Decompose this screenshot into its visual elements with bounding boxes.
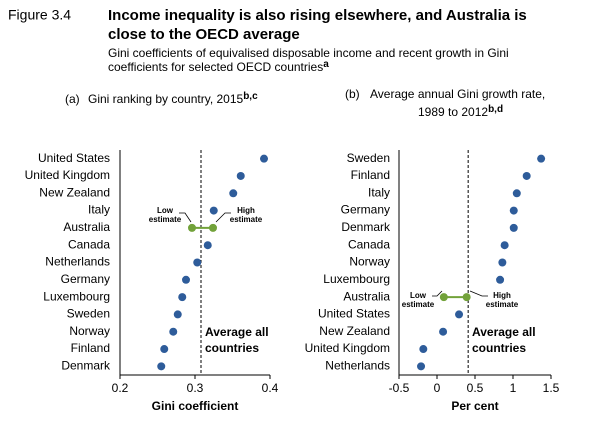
- category-label: United States: [318, 307, 390, 321]
- category-label: Canada: [68, 237, 110, 251]
- average-annotation: Average all: [472, 325, 536, 339]
- high-estimate-dot: [209, 223, 217, 232]
- low-estimate-dot: [439, 293, 448, 302]
- leader-line: [179, 212, 192, 223]
- dot: [182, 275, 190, 284]
- dot: [260, 154, 268, 163]
- category-label: United Kingdom: [305, 341, 390, 355]
- dot: [203, 241, 212, 250]
- x-tick-label: 0.2: [112, 381, 129, 395]
- leader-line: [432, 290, 443, 297]
- figure-subtitle: coefficients for selected OECD countries…: [108, 59, 329, 75]
- dot: [522, 171, 531, 180]
- high-annotation: High: [493, 291, 511, 300]
- low-annotation: Low: [157, 206, 174, 215]
- category-label: New Zealand: [319, 324, 390, 338]
- category-label: Sweden: [347, 151, 390, 165]
- average-annotation: countries: [472, 341, 526, 355]
- x-tick-label: 0: [434, 381, 441, 395]
- dot: [509, 223, 518, 232]
- category-label: Norway: [69, 324, 110, 338]
- panel-title-sup: b,c: [243, 91, 258, 102]
- category-label: Luxembourg: [43, 289, 110, 303]
- category-label: Canada: [348, 237, 390, 251]
- dot: [169, 327, 178, 336]
- dot: [193, 258, 202, 267]
- dot: [209, 206, 218, 215]
- category-label: Italy: [368, 185, 390, 199]
- average-annotation: countries: [205, 341, 259, 355]
- panel-label: (a): [65, 92, 80, 106]
- dot: [157, 362, 166, 371]
- dot: [455, 310, 464, 319]
- category-label: Netherlands: [325, 359, 390, 373]
- category-label: Sweden: [67, 307, 110, 321]
- dot: [173, 310, 182, 319]
- panel-title-sup: b,d: [488, 104, 503, 115]
- subtitle-line: coefficients for selected OECD countries: [108, 60, 323, 74]
- low-annotation: estimate: [149, 215, 182, 224]
- category-label: New Zealand: [39, 185, 110, 199]
- dot: [419, 345, 428, 354]
- x-tick-label: 0.3: [187, 381, 204, 395]
- panel-title: 1989 to 2012b,d: [418, 104, 503, 120]
- category-label: Italy: [88, 203, 110, 217]
- panel-title-line: Gini ranking by country, 2015: [88, 92, 244, 106]
- panel-title-line: 1989 to 2012: [418, 105, 488, 119]
- category-label: Finland: [71, 341, 110, 355]
- category-label: United Kingdom: [25, 168, 110, 182]
- x-tick-label: 1: [510, 381, 517, 395]
- dot: [500, 241, 509, 250]
- dot: [439, 327, 448, 336]
- category-label: Australia: [63, 220, 110, 234]
- dot: [509, 206, 518, 215]
- dot: [229, 189, 238, 198]
- category-label: Germany: [341, 203, 390, 217]
- dot: [512, 189, 521, 198]
- low-estimate-dot: [188, 223, 196, 232]
- panel-label: (b): [345, 87, 360, 101]
- figure-label: Figure 3.4: [8, 7, 71, 23]
- dot: [178, 293, 187, 302]
- dot: [236, 171, 245, 180]
- leader-line: [215, 212, 231, 223]
- category-label: Norway: [349, 255, 390, 269]
- panel-title-line: Average annual Gini growth rate,: [370, 87, 545, 101]
- category-label: Australia: [343, 289, 390, 303]
- x-tick-label: -0.5: [389, 381, 410, 395]
- panel-title: Average annual Gini growth rate,: [370, 87, 545, 101]
- category-label: United States: [38, 151, 110, 165]
- low-annotation: Low: [410, 291, 427, 300]
- subtitle-sup: a: [323, 59, 329, 70]
- high-annotation: estimate: [230, 215, 263, 224]
- high-annotation: estimate: [486, 300, 519, 309]
- figure-title: Income inequality is also rising elsewhe…: [108, 7, 527, 24]
- figure-subtitle: Gini coefficients of equivalised disposa…: [108, 46, 509, 60]
- category-label: Luxembourg: [323, 272, 390, 286]
- category-label: Finland: [351, 168, 390, 182]
- dot: [498, 258, 507, 267]
- category-label: Germany: [61, 272, 110, 286]
- x-tick-label: 0.4: [262, 381, 279, 395]
- figure-title: close to the OECD average: [108, 26, 300, 43]
- high-estimate-dot: [462, 293, 471, 302]
- dot: [160, 345, 169, 354]
- panel-title: Gini ranking by country, 2015b,c: [88, 91, 258, 107]
- dot: [417, 362, 426, 371]
- category-label: Netherlands: [45, 255, 110, 269]
- high-annotation: High: [237, 206, 255, 215]
- leader-line: [469, 290, 488, 297]
- low-annotation: estimate: [402, 300, 435, 309]
- dot: [496, 275, 505, 284]
- category-label: Denmark: [61, 359, 111, 373]
- x-axis-label: Gini coefficient: [152, 399, 239, 413]
- category-label: Denmark: [341, 220, 391, 234]
- average-annotation: Average all: [205, 325, 269, 339]
- x-tick-label: 0.5: [467, 381, 484, 395]
- dot: [537, 154, 546, 163]
- x-tick-label: 1.5: [543, 381, 560, 395]
- x-axis-label: Per cent: [451, 399, 498, 413]
